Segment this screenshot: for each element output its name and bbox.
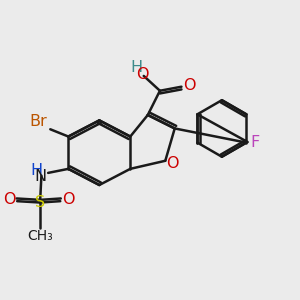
Text: CH₃: CH₃ xyxy=(27,229,53,243)
Text: O: O xyxy=(167,156,179,171)
Text: F: F xyxy=(250,135,260,150)
Text: H: H xyxy=(30,163,42,178)
Text: S: S xyxy=(35,195,45,210)
Text: H: H xyxy=(130,60,142,75)
Text: O: O xyxy=(62,192,75,207)
Text: O: O xyxy=(183,78,196,93)
Text: N: N xyxy=(34,169,46,184)
Text: O: O xyxy=(3,192,15,207)
Text: Br: Br xyxy=(30,114,48,129)
Text: O: O xyxy=(136,67,149,82)
